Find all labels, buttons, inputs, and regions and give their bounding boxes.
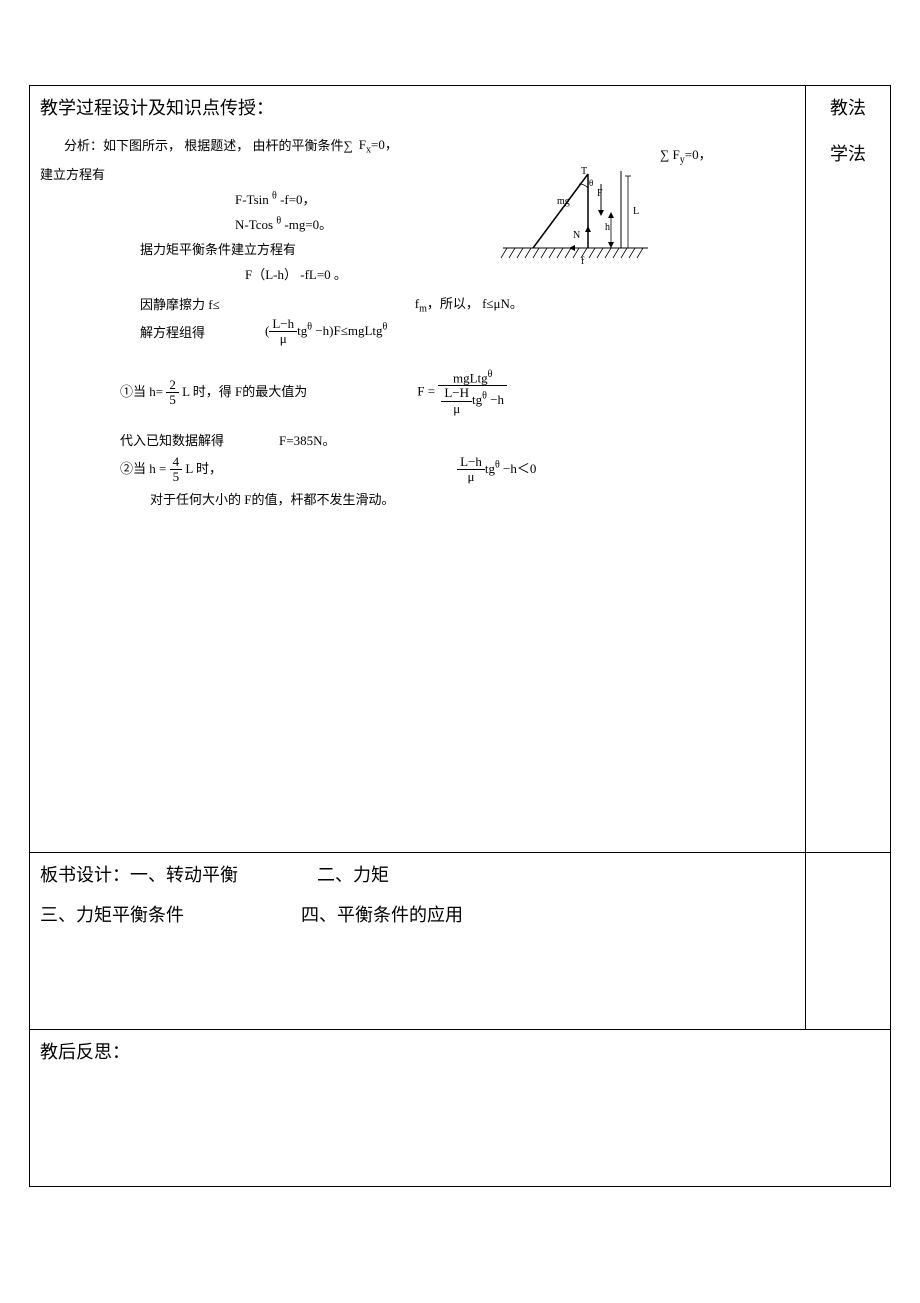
fx: Fx=0， — [359, 134, 398, 156]
process-row: 教学过程设计及知识点传授： 分析：如下图所示， 根据题述， 由杆的平衡条件∑ F… — [30, 86, 890, 853]
lesson-plan-table: 教学过程设计及知识点传授： 分析：如下图所示， 根据题述， 由杆的平衡条件∑ F… — [29, 85, 891, 1187]
case2-ineq: L−hμtgθ −h＜0 — [457, 455, 536, 485]
diag-L: L — [633, 206, 639, 217]
eq2-a: N-Tcos — [235, 217, 273, 232]
board-side — [806, 853, 890, 1029]
diag-F: F — [597, 188, 603, 199]
case1-frac: 25 — [166, 378, 179, 408]
force-diagram: T θ mg F L h N f — [493, 166, 653, 271]
F-value: F=385N。 — [279, 430, 335, 449]
case1-line: ①当 h= 25 L 时，得 F的最大值为 F = mgLtgθ L−Hμtgθ… — [120, 369, 795, 416]
substitute-line: 代入已知数据解得 F=385N。 — [120, 430, 795, 449]
ineq-mid2: −h)F≤mgLtg — [312, 323, 382, 338]
F-bigfrac: mgLtgθ L−Hμtgθ −h — [438, 369, 507, 416]
F-den-frac: L−Hμ — [441, 386, 472, 416]
side-xuefa: 学法 — [812, 140, 884, 166]
ineq-den: μ — [269, 332, 297, 346]
eq2-b: -mg=0。 — [284, 217, 332, 232]
case2-ineq-num: L−h — [457, 455, 485, 470]
board-item3: 三、力矩平衡条件 — [40, 905, 184, 925]
fx-f: F — [359, 137, 366, 152]
board-main: 板书设计：一、转动平衡 二、力矩 三、力矩平衡条件 四、平衡条件的应用 — [30, 853, 806, 1029]
F-den-tg: tg — [472, 392, 482, 407]
case2-prefix: ②当 h = — [120, 461, 166, 476]
case1-suffix: L 时，得 F的最大值为 — [182, 383, 307, 398]
board-item2: 二、力矩 — [317, 865, 389, 885]
friction-left: 因静摩擦力 f≤ — [140, 294, 220, 313]
diagram-svg: T θ mg F L h N f — [493, 166, 653, 271]
case1-prefix: ①当 h= — [120, 383, 163, 398]
inequality: (L−hμtgθ −h)F≤mgLtgθ — [265, 317, 387, 347]
F-num-t: mgLtg — [453, 370, 488, 385]
solve-label: 解方程组得 — [140, 322, 205, 341]
process-main: 教学过程设计及知识点传授： 分析：如下图所示， 根据题述， 由杆的平衡条件∑ F… — [30, 86, 806, 852]
eq2-theta: θ — [276, 215, 281, 226]
reflect-row: 教后反思： — [30, 1030, 890, 1187]
ineq-num: L−h — [269, 317, 297, 332]
fy-prefix: ∑ F — [660, 147, 680, 162]
ineq-frac: L−hμ — [269, 317, 297, 347]
side-jiaofa: 教法 — [812, 94, 884, 120]
eq1-theta: θ — [272, 190, 277, 201]
board-row: 板书设计：一、转动平衡 二、力矩 三、力矩平衡条件 四、平衡条件的应用 — [30, 853, 890, 1030]
solve-line: 解方程组得 (L−hμtgθ −h)F≤mgLtgθ — [40, 317, 795, 347]
F-den-den: μ — [441, 402, 472, 416]
case1-left: ①当 h= 25 L 时，得 F的最大值为 — [120, 378, 307, 408]
board-title: 板书设计：一、转动平衡 — [40, 865, 238, 885]
case1-num: 2 — [166, 378, 179, 393]
F-num-theta: θ — [488, 369, 493, 380]
reflect-main: 教后反思： — [30, 1030, 890, 1186]
moment-label: 据力矩平衡条件建立方程有 — [140, 239, 795, 258]
diag-mg: mg — [557, 196, 570, 207]
build-eq: 建立方程有 — [40, 164, 795, 183]
ineq-theta2: θ — [383, 322, 388, 333]
case2-ineq-tg: tg — [485, 461, 495, 476]
eq1-a: F-Tsin — [235, 192, 269, 207]
case2-line: ②当 h = 45 L 时， L−hμtgθ −h＜0 — [120, 455, 795, 485]
reflect-title: 教后反思： — [40, 1038, 880, 1064]
case2-left: ②当 h = 45 L 时， — [120, 455, 222, 485]
board-line2: 三、力矩平衡条件 四、平衡条件的应用 — [40, 901, 795, 927]
process-side: 教法 学法 — [806, 86, 890, 852]
case2-num: 4 — [170, 455, 183, 470]
diag-h: h — [605, 222, 610, 233]
case2-ineq-den: μ — [457, 470, 485, 484]
case1-F: F = mgLtgθ L−Hμtgθ −h — [417, 369, 507, 416]
board-line1: 板书设计：一、转动平衡 二、力矩 — [40, 861, 795, 887]
case2-frac: 45 — [170, 455, 183, 485]
case1-den: 5 — [166, 393, 179, 407]
analysis-text: 分析：如下图所示， 根据题述， 由杆的平衡条件∑ — [64, 135, 353, 154]
F-num: mgLtgθ — [438, 369, 507, 387]
F-den: L−Hμtgθ −h — [438, 386, 507, 416]
fx-eq: =0， — [371, 137, 398, 152]
process-title: 教学过程设计及知识点传授： — [40, 94, 795, 120]
fy-suffix: =0， — [685, 147, 712, 162]
board-item4: 四、平衡条件的应用 — [301, 905, 463, 925]
friction-line: 因静摩擦力 f≤ fm，所以， f≤μN。 — [40, 293, 795, 315]
case2-den: 5 — [170, 470, 183, 484]
friction-so: ，所以， f≤μN。 — [427, 296, 523, 311]
diag-T: T — [581, 166, 587, 177]
eq1-b: -f=0， — [280, 192, 316, 207]
case2-ineq-frac: L−hμ — [457, 455, 485, 485]
friction-right: fm，所以， f≤μN。 — [415, 293, 523, 315]
F-den-h: −h — [487, 392, 504, 407]
ineq-tg: tg — [297, 323, 307, 338]
diag-theta: θ — [589, 178, 593, 188]
substitute-label: 代入已知数据解得 — [120, 430, 224, 449]
diag-f: f — [581, 256, 585, 267]
case2-conclusion: 对于任何大小的 F的值，杆都不发生滑动。 — [150, 489, 795, 508]
case2-ineq-tail2: −h＜0 — [500, 461, 537, 476]
diag-N: N — [573, 230, 580, 241]
F-eq: F = — [417, 383, 435, 398]
fy-text: ∑ Fy=0， — [660, 144, 712, 166]
case2-suffix: L 时， — [185, 461, 222, 476]
fm-sub: m — [419, 303, 427, 314]
F-den-num: L−H — [441, 386, 472, 401]
